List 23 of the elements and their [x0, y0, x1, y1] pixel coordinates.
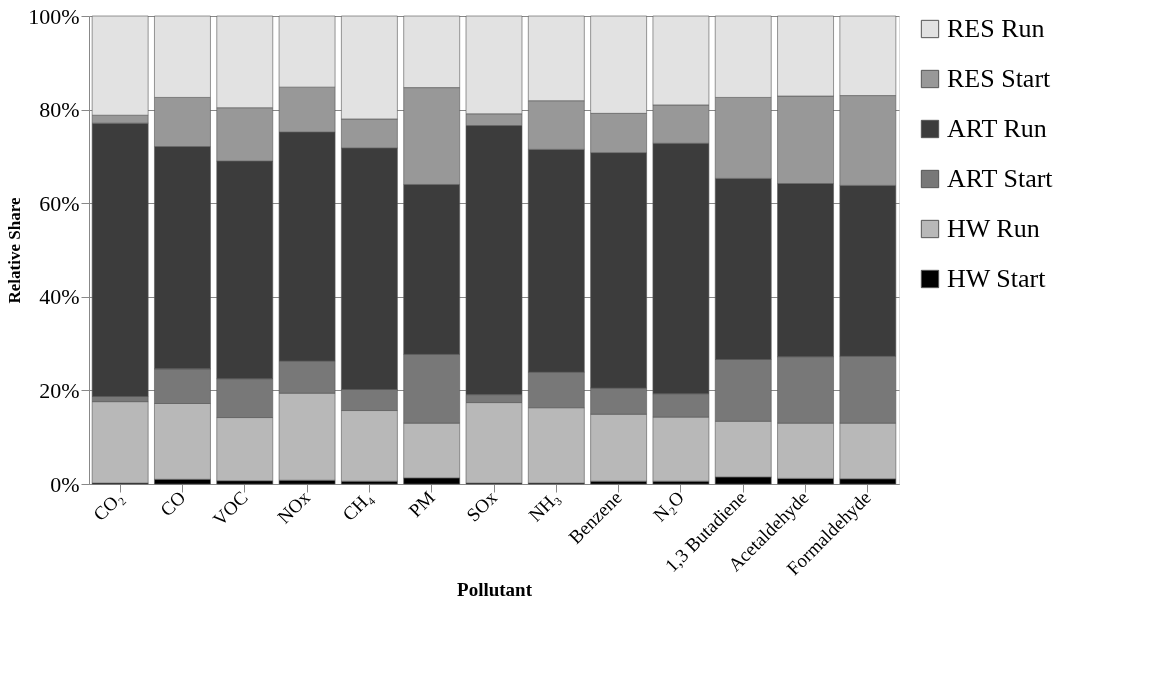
x-tick-label: N₂O: [649, 486, 688, 526]
y-tick-label: 0%: [50, 471, 80, 497]
legend-label: HW Run: [947, 214, 1040, 243]
legend-label: ART Start: [947, 164, 1054, 193]
x-tick-label: CO₂: [89, 486, 128, 525]
legend-label: ART Run: [947, 114, 1047, 143]
x-tick-label: SOx: [462, 486, 502, 526]
y-tick-label: 60%: [39, 190, 80, 216]
y-tick-label: 20%: [39, 377, 80, 403]
y-axis-title: Relative Share: [5, 197, 25, 304]
legend-label: RES Start: [947, 64, 1052, 93]
y-tick-label: 100%: [28, 3, 80, 29]
legend-label: HW Start: [947, 264, 1047, 293]
x-tick-label: CH₄: [338, 486, 377, 525]
y-tick-label: 40%: [39, 284, 80, 310]
legend-label: RES Run: [947, 14, 1045, 43]
x-tick-label: VOC: [208, 486, 252, 530]
x-tick-label: NH₃: [524, 486, 564, 526]
x-axis-title: Pollutant: [457, 579, 533, 601]
x-tick-label: NOx: [273, 486, 315, 528]
y-tick-label: 80%: [39, 97, 80, 123]
x-tick-label: CO: [156, 486, 190, 521]
x-tick-label: PM: [404, 486, 439, 521]
